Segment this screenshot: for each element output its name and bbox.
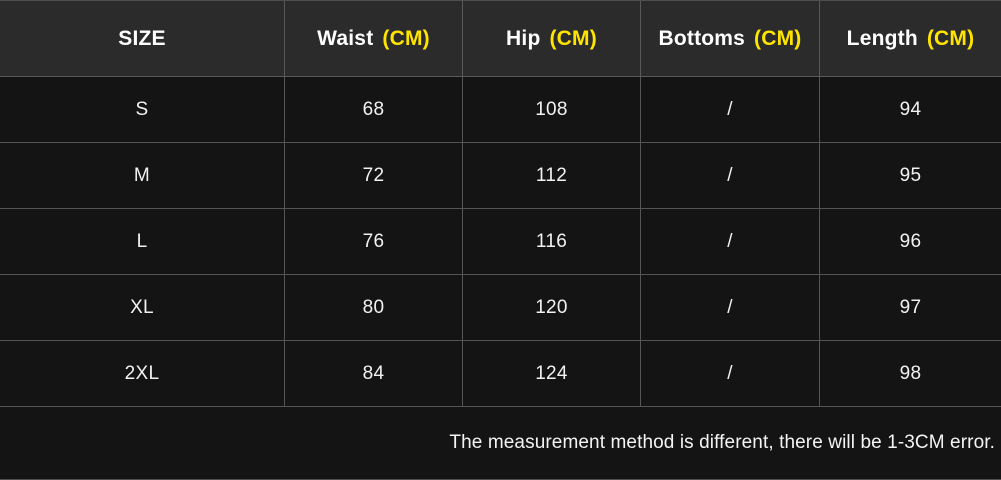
cell-bottoms: / xyxy=(641,209,820,274)
cell-length: 95 xyxy=(899,164,922,186)
cell-waist: 76 xyxy=(285,209,463,274)
cell-bottoms: / xyxy=(641,143,820,208)
column-header-hip-unit: (CM) xyxy=(549,26,597,50)
cell-waist: 68 xyxy=(285,77,463,142)
cell-size: 2XL xyxy=(0,341,285,406)
cell-size: S xyxy=(0,77,285,142)
column-header-size: SIZE xyxy=(0,1,285,76)
column-header-bottoms-label: Bottoms xyxy=(658,26,746,50)
cell-bottoms: / xyxy=(641,77,820,142)
table-row: L 76 116 / 96 xyxy=(0,209,1001,275)
cell-bottoms: / xyxy=(641,341,820,406)
column-header-bottoms: Bottoms (CM) xyxy=(641,1,820,76)
column-header-length-unit: (CM) xyxy=(926,26,975,50)
column-header-bottoms-unit: (CM) xyxy=(754,26,802,50)
table-row: XL 80 120 / 97 xyxy=(0,275,1001,341)
cell-length: 97 xyxy=(899,296,922,318)
column-header-waist-unit: (CM) xyxy=(382,26,430,50)
cell-hip: 112 xyxy=(463,143,641,208)
table-row: M 72 112 / 95 xyxy=(0,143,1001,209)
cell-waist: 72 xyxy=(285,143,463,208)
cell-size: M xyxy=(0,143,285,208)
column-header-waist: Waist (CM) xyxy=(285,1,463,76)
cell-length: 94 xyxy=(899,98,922,120)
column-header-size-label: SIZE xyxy=(118,26,166,50)
measurement-note-row: The measurement method is different, the… xyxy=(0,407,1001,479)
cell-bottoms: / xyxy=(641,275,820,340)
column-header-hip: Hip (CM) xyxy=(463,1,641,76)
column-header-length-label: Length xyxy=(846,26,918,50)
measurement-note-text: The measurement method is different, the… xyxy=(449,432,995,453)
cell-length: 96 xyxy=(899,230,922,252)
cell-hip: 120 xyxy=(463,275,641,340)
column-header-hip-label: Hip xyxy=(506,26,541,50)
cell-hip: 108 xyxy=(463,77,641,142)
cell-hip: 116 xyxy=(463,209,641,274)
column-header-length: Length (CM) xyxy=(820,1,1001,76)
table-row: 2XL 84 124 / 98 xyxy=(0,341,1001,407)
cell-hip: 124 xyxy=(463,341,641,406)
cell-length: 98 xyxy=(899,362,922,384)
cell-waist: 84 xyxy=(285,341,463,406)
column-header-waist-label: Waist xyxy=(317,26,374,50)
cell-waist: 80 xyxy=(285,275,463,340)
table-header-row: SIZE Waist (CM) Hip (CM) Bottoms (CM) Le… xyxy=(0,1,1001,77)
cell-size: L xyxy=(0,209,285,274)
table-row: S 68 108 / 94 xyxy=(0,77,1001,143)
cell-size: XL xyxy=(0,275,285,340)
